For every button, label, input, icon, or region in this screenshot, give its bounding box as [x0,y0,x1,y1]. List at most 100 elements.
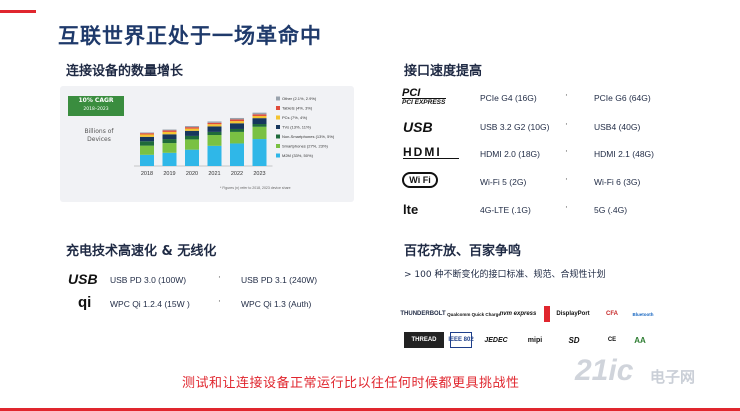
legend-swatch [276,115,280,120]
qi-current: WPC Qi 1.2.4 (15W ) [110,299,190,309]
bar-segment [162,134,177,140]
wifi-text: Wi Fi [409,175,431,185]
bar-segment [207,135,222,146]
accent-bar [0,10,36,13]
mipi-logo: mipi [527,336,543,344]
pci-express-logo: PCI PCI EXPRESS [402,87,446,106]
device-growth-chart: 10% CAGR 2018–2023 Billions of Devices 2… [60,86,354,202]
legend-label: TVs (13%, 11%) [282,125,311,130]
bar-segment [140,141,154,146]
bar-segment [162,131,177,135]
slide-title: 互联世界正处于一场革命中 [58,24,322,48]
cfa-logo: CFA [606,311,618,317]
pcie-current: PCIe G4 (16G) [480,93,537,103]
bluetooth-logo: Bluetooth [632,311,654,317]
bar-segment [207,122,222,125]
separator-dot: · [565,147,568,157]
bar-segment [207,131,222,136]
jedec-logo: JEDEC [484,336,508,344]
separator-dot: · [565,175,568,185]
bar-segment [252,118,267,125]
bar-segment [185,127,199,129]
bar-segment [230,128,244,132]
bar-segment [230,117,244,120]
cagr-value: 10% CAGR [78,97,114,104]
bar-segment [207,126,222,132]
bar-segment [185,126,199,128]
tagline: 测试和让连接设备正常运行比以往任何时候都更具挑战性 [182,376,520,391]
bar-segment [230,119,244,122]
hdmi-text: HDMI [403,145,442,159]
separator-dot: · [565,120,568,130]
bar-segment [252,124,267,127]
legend-label: Non-Smartphones (13%, 5%) [282,134,335,139]
bar-segment [162,129,177,131]
chart-svg: 2018 2019 2020 2021 2022 2023 Other (2.1%, 2.9… [134,96,335,177]
x-tick-label: 2021 [208,171,220,177]
thread-logo: THREAD [404,332,444,348]
separator-dot: · [218,297,221,307]
bar-segment [207,124,222,127]
bar-segment [140,145,154,155]
bar-segment [162,152,177,166]
watermark-brand: 21ic [575,354,634,387]
usb-pd-current: USB PD 3.0 (100W) [110,275,187,285]
usb-next: USB4 (40G) [594,122,641,132]
aa-logo: AA [634,335,646,345]
bar-segment [252,139,267,166]
wifi-next: Wi-Fi 6 (3G) [594,177,641,187]
usb-pd-logo: USB [68,271,98,287]
bar-segment [185,149,199,166]
bar-segment [185,135,199,140]
legend-swatch [276,96,280,101]
wifi-logo: Wi Fi [402,172,438,188]
separator-dot: · [218,273,221,283]
legend-label: Other (2.1%, 2.9%) [282,96,317,101]
charging-heading: 充电技术高速化 & 无线化 [66,244,217,259]
watermark-cn: 电子网 [650,368,696,386]
legend-swatch [276,134,280,139]
legend-label: Tablets (4%, 3%) [282,106,313,111]
wifi-current: Wi-Fi 5 (2G) [480,177,527,187]
bar-segment [207,145,222,166]
lte-current: 4G-LTE (.1G) [480,205,531,215]
sd-logo: SD [568,335,580,345]
legend-swatch [276,125,280,129]
hdmi-logo: HDMI [403,145,459,159]
growth-heading: 连接设备的数量增长 [66,64,184,79]
ieee-802-logo: IEEE 802 [448,332,474,348]
displayport-logo: DisplayPort [544,306,596,322]
bar-segment [207,121,222,123]
qi-logo: qi [78,294,92,311]
nvme-logo: nvm express [499,311,537,317]
interfaces-heading: 接口速度提高 [404,64,483,79]
legend-label: Smartphones (27%, 23%) [282,144,328,149]
bar-segment [185,139,199,150]
bar-segment [252,114,267,116]
bar-segment [140,132,154,134]
lte-next: 5G (.4G) [594,205,628,215]
bar-segment [140,154,154,166]
bar-segment [185,130,199,136]
cagr-badge: 10% CAGR 2018–2023 [68,96,124,116]
legend-label: M2M (33%, 50%) [282,153,314,158]
bar-segment [230,131,244,144]
legend-swatch [276,106,280,110]
bar-segment [230,123,244,129]
bar-segment [140,134,154,137]
x-tick-label: 2022 [231,171,243,177]
bar-segment [140,136,154,142]
usb-current: USB 3.2 G2 (10G) [480,122,550,132]
bar-segment [140,133,154,135]
bottom-bar [0,408,740,411]
quick-charge-logo: Qualcomm Quick Charge [447,311,501,317]
cagr-period: 2018–2023 [83,107,109,112]
legend-swatch [276,144,280,148]
lte-logo: lte [403,202,419,217]
separator-dot: · [565,203,568,213]
bar-segment [252,126,267,140]
pci-express-text: PCI EXPRESS [402,98,446,106]
chart-footnote: * Figures (n) refer to 2018, 2023 device… [220,186,291,190]
usb-pd-next: USB PD 3.1 (240W) [241,275,318,285]
bar-segment [162,143,177,153]
